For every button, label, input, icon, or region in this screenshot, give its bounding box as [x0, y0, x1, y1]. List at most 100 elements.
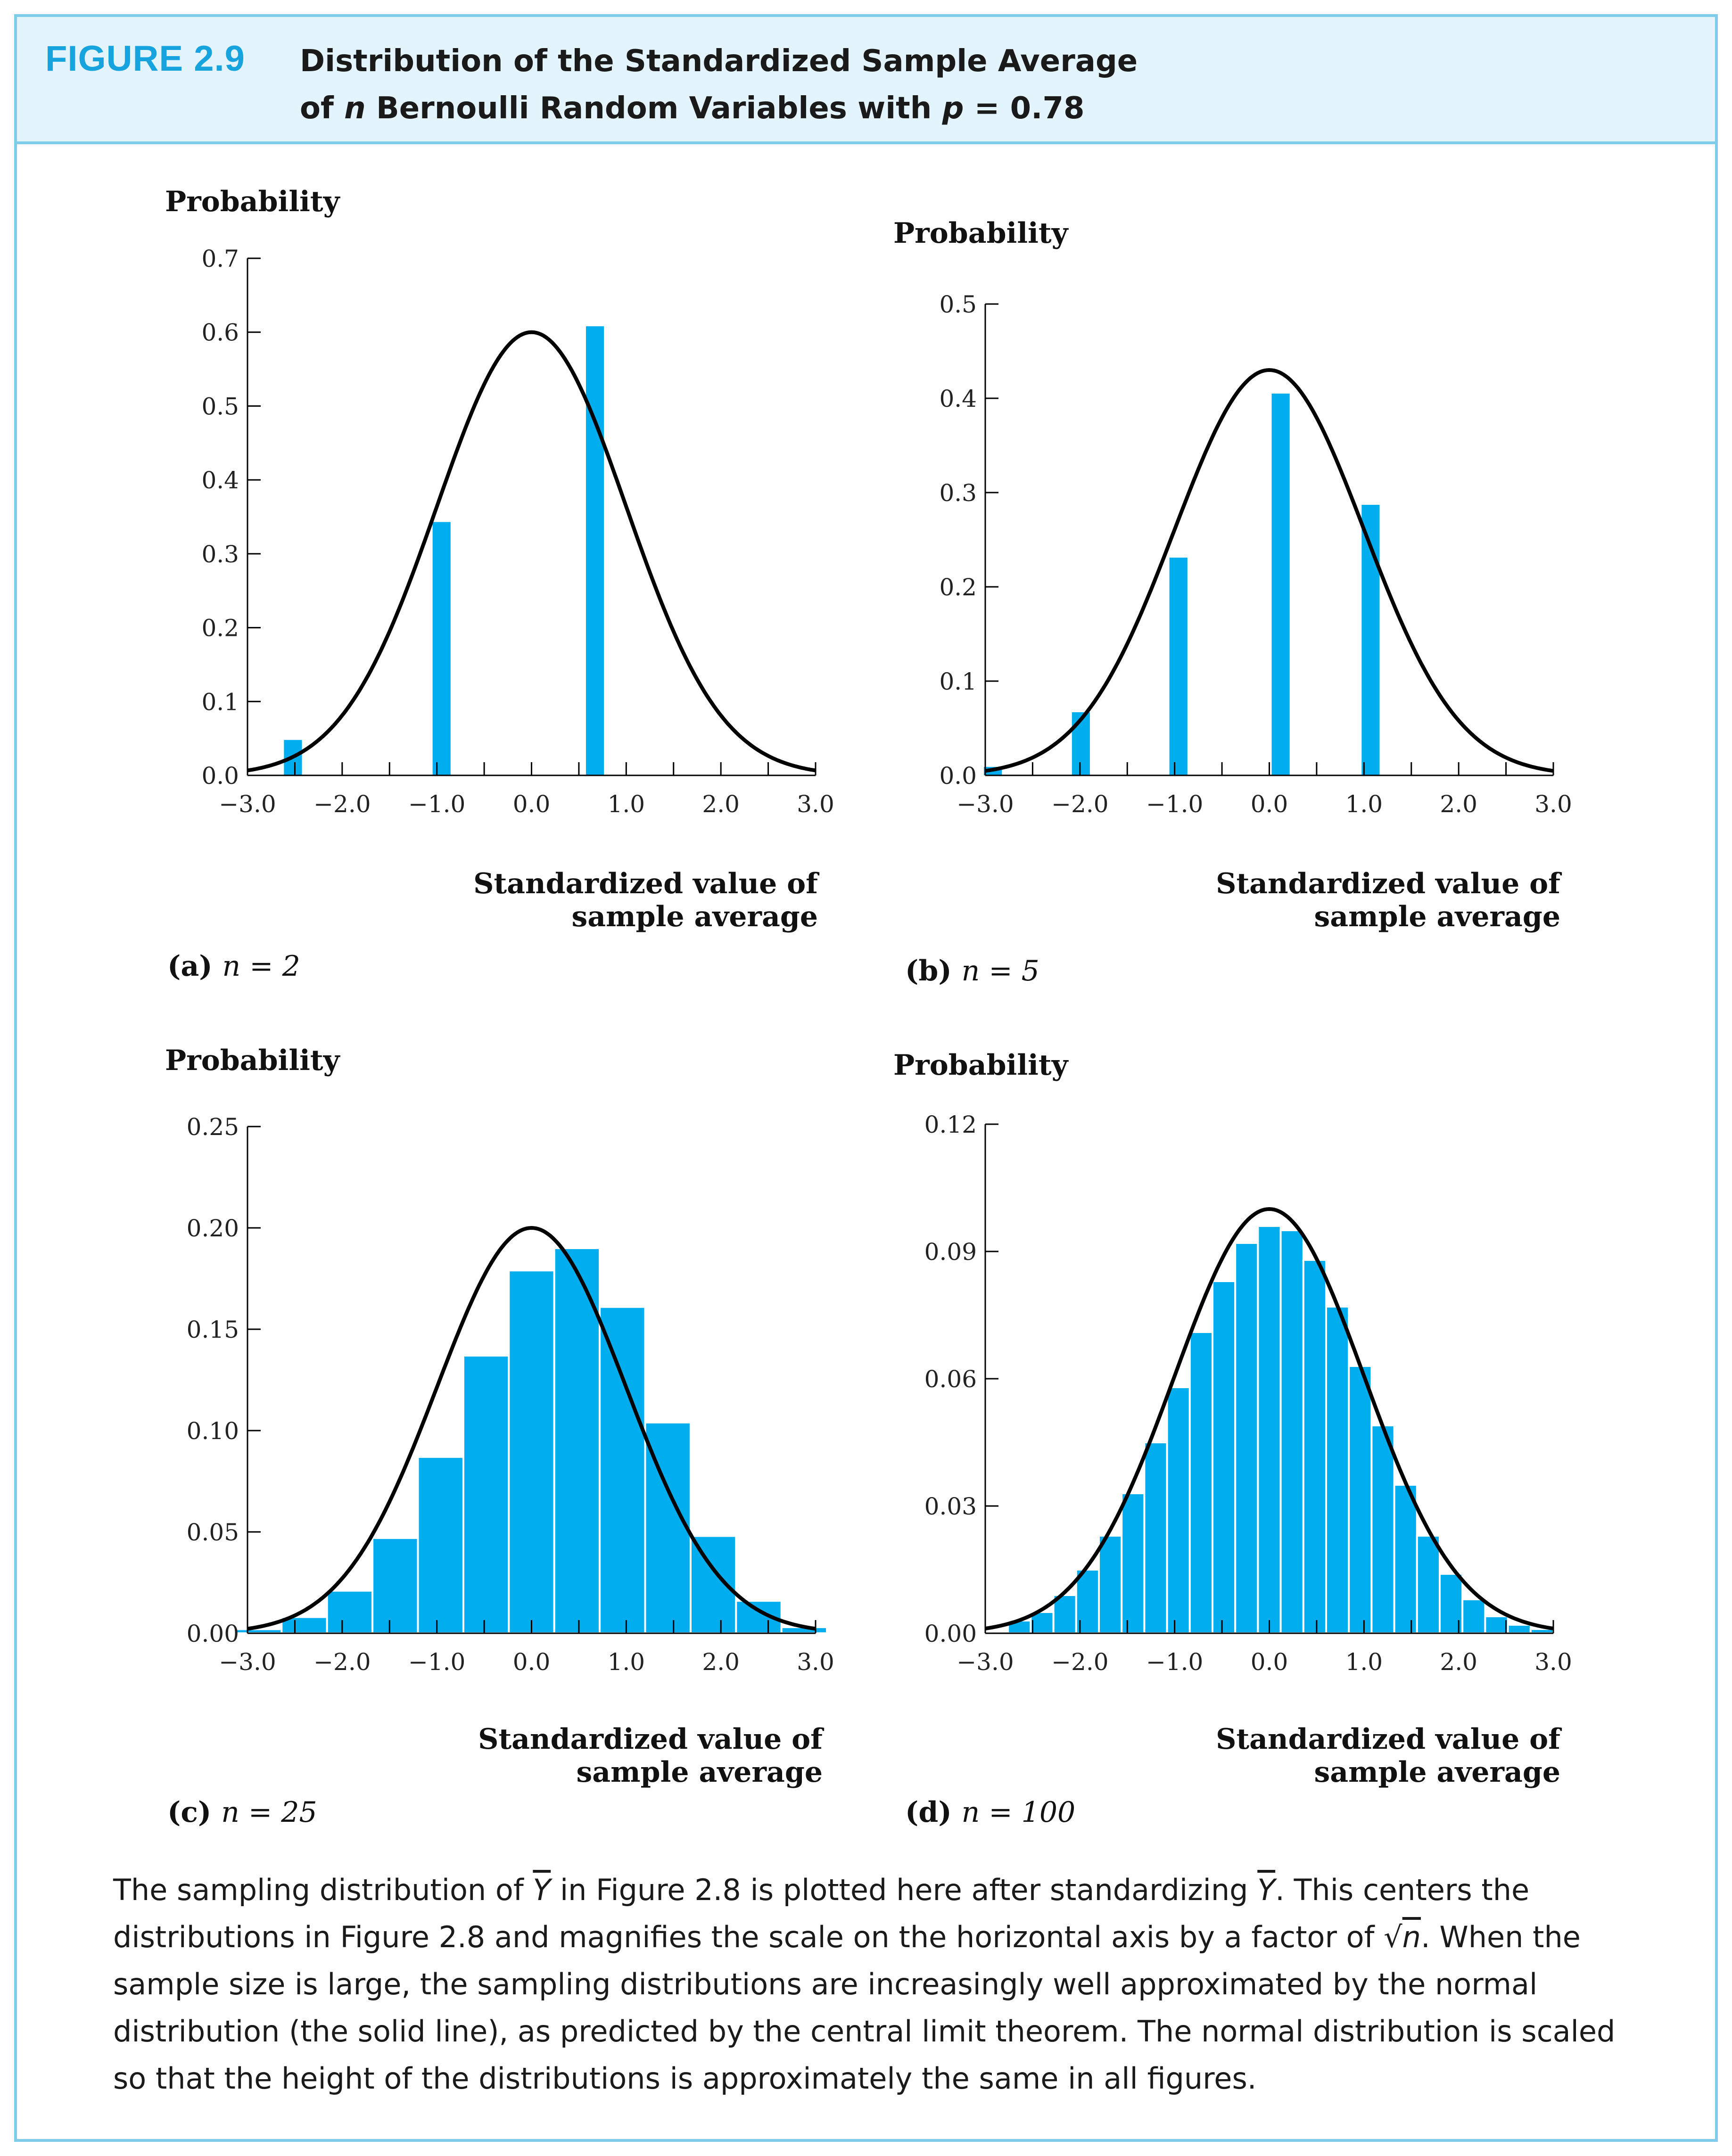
- y-tick-label: 0.15: [187, 1316, 239, 1343]
- bar: [1188, 1331, 1214, 1634]
- bar: [1169, 558, 1188, 775]
- chart-panel-d: 0.00 0.03 0.06 0.09 0.12 −3.0 −2.0 −1.0 0.0 1.0 2.…: [893, 1049, 1572, 1829]
- y-tick-label: 0.0: [201, 762, 239, 790]
- y-tick-label: 0.20: [187, 1215, 239, 1242]
- bar: [1098, 1535, 1123, 1634]
- x-tick-label: 2.0: [1440, 1648, 1477, 1676]
- x-axis-title-line2: sample average: [572, 900, 818, 933]
- y-axis-title: Probability: [165, 185, 341, 218]
- panel-n: n = 25: [221, 1796, 317, 1829]
- y-tick-label: 0.05: [187, 1519, 239, 1546]
- y-tick-label: 0.00: [187, 1620, 239, 1647]
- bar: [1484, 1615, 1509, 1634]
- y-tick-label: 0.1: [939, 668, 977, 695]
- title-text: of: [300, 91, 345, 126]
- x-tick-label: −1.0: [1146, 1648, 1203, 1676]
- panel-n: n = 100: [962, 1796, 1076, 1829]
- figure-label: FIGURE 2.9: [45, 39, 245, 79]
- bar: [508, 1269, 555, 1635]
- x-tick-label: 1.0: [608, 790, 645, 818]
- y-tick-label: 0.10: [187, 1417, 239, 1445]
- bar: [1143, 1441, 1168, 1634]
- bar: [1416, 1535, 1441, 1634]
- y-tick-label: 0.5: [939, 291, 977, 318]
- bar: [1370, 1424, 1395, 1634]
- x-axis-title-line1: Standardized value of: [1216, 867, 1562, 900]
- figure-frame: FIGURE 2.9 Distribution of the Standardi…: [14, 14, 1718, 2142]
- bar: [432, 522, 451, 775]
- panel-letter: (c): [167, 1796, 221, 1829]
- normal-curve: [247, 330, 816, 773]
- y-tick-label: 0.0: [939, 762, 977, 790]
- x-axis-title-line2: sample average: [1314, 1756, 1560, 1789]
- x-tick-label: −3.0: [219, 1648, 276, 1676]
- bar: [417, 1456, 464, 1634]
- caption-text: in Figure 2.8 is plotted here after stan…: [551, 1873, 1258, 1907]
- y-tick-label: 0.4: [201, 467, 239, 494]
- bar: [1507, 1624, 1532, 1634]
- y-tick-label: 0.03: [924, 1493, 977, 1520]
- panel-label: (d) n = 100: [905, 1796, 1075, 1829]
- title-text: = 0.78: [964, 91, 1085, 126]
- title-p: p: [942, 91, 964, 126]
- panel-label: (b) n = 5: [905, 955, 1039, 987]
- title-text: Bernoulli Random Variables with: [365, 91, 942, 126]
- x-tick-label: 0.0: [1251, 790, 1288, 818]
- normal-curve: [985, 368, 1554, 773]
- panel-label: (c) n = 25: [167, 1796, 317, 1829]
- bar: [586, 326, 604, 775]
- bar: [1393, 1484, 1418, 1634]
- x-axis-title-line2: sample average: [577, 1756, 823, 1789]
- x-tick-label: 3.0: [797, 790, 834, 818]
- bar: [1348, 1365, 1373, 1634]
- x-tick-label: −1.0: [408, 1648, 465, 1676]
- y-axis-title: Probability: [165, 1044, 341, 1077]
- x-tick-label: 1.0: [1345, 790, 1383, 818]
- x-tick-label: 2.0: [1440, 790, 1477, 818]
- x-tick-label: −2.0: [313, 1648, 371, 1676]
- y-tick-label: 0.1: [201, 688, 239, 716]
- y-axis-title: Probability: [893, 1049, 1069, 1082]
- figure-header: FIGURE 2.9 Distribution of the Standardi…: [17, 17, 1715, 144]
- panel-letter: (d): [905, 1796, 962, 1829]
- y-tick-label: 0.12: [924, 1111, 977, 1138]
- y-tick-label: 0.6: [201, 319, 239, 346]
- x-tick-label: 2.0: [702, 790, 740, 818]
- x-tick-label: −2.0: [313, 790, 371, 818]
- title-n: n: [344, 91, 366, 126]
- normal-curve: [247, 1226, 816, 1631]
- bar: [1271, 394, 1290, 775]
- y-tick-label: 0.06: [924, 1366, 977, 1393]
- y-tick-label: 0.3: [201, 541, 239, 568]
- x-tick-label: 3.0: [797, 1648, 834, 1676]
- x-axis-title-line1: Standardized value of: [473, 867, 820, 900]
- x-tick-label: 1.0: [1345, 1648, 1383, 1676]
- bar: [1234, 1242, 1259, 1634]
- caption-text: . This centers the distributions in Figu…: [113, 1873, 1530, 1954]
- x-tick-label: 1.0: [608, 1648, 645, 1676]
- figure-title-line2: of n Bernoulli Random Variables with p =…: [300, 85, 1138, 132]
- panel-letter: (a): [167, 950, 223, 983]
- chart-panel-a: 0.0 0.1 0.2 0.3 0.4 0.5 0.6 0.7 −3.0 −2.0 −1.0 0.0 1…: [165, 185, 834, 983]
- caption-text: . When the sample size is large, the sam…: [113, 1920, 1616, 2096]
- y-axis-title: Probability: [893, 217, 1069, 250]
- x-axis-title-line1: Standardized value of: [478, 1723, 825, 1756]
- bar: [689, 1535, 737, 1635]
- chart-panel-c: 0.00 0.05 0.10 0.15 0.20 0.25 −3.0 −2.0 −1.0 0.0 1…: [165, 1044, 834, 1829]
- bar: [1461, 1598, 1486, 1634]
- x-tick-label: −3.0: [219, 790, 276, 818]
- x-tick-label: 3.0: [1534, 1648, 1572, 1676]
- bar: [599, 1306, 646, 1634]
- y-tick-label: 0.7: [201, 245, 239, 272]
- x-tick-label: 3.0: [1534, 790, 1572, 818]
- caption-ybar: Y: [1257, 1873, 1276, 1907]
- x-tick-label: −3.0: [957, 790, 1014, 818]
- bar: [1325, 1306, 1350, 1634]
- x-axis-title-line2: sample average: [1314, 900, 1560, 933]
- figure-title-line1: Distribution of the Standardized Sample …: [300, 44, 1138, 79]
- bar: [1279, 1229, 1304, 1634]
- figure-title: Distribution of the Standardized Sample …: [300, 38, 1138, 132]
- x-axis-title-line1: Standardized value of: [1216, 1723, 1562, 1756]
- y-tick-label: 0.09: [924, 1238, 977, 1266]
- bar: [371, 1537, 419, 1634]
